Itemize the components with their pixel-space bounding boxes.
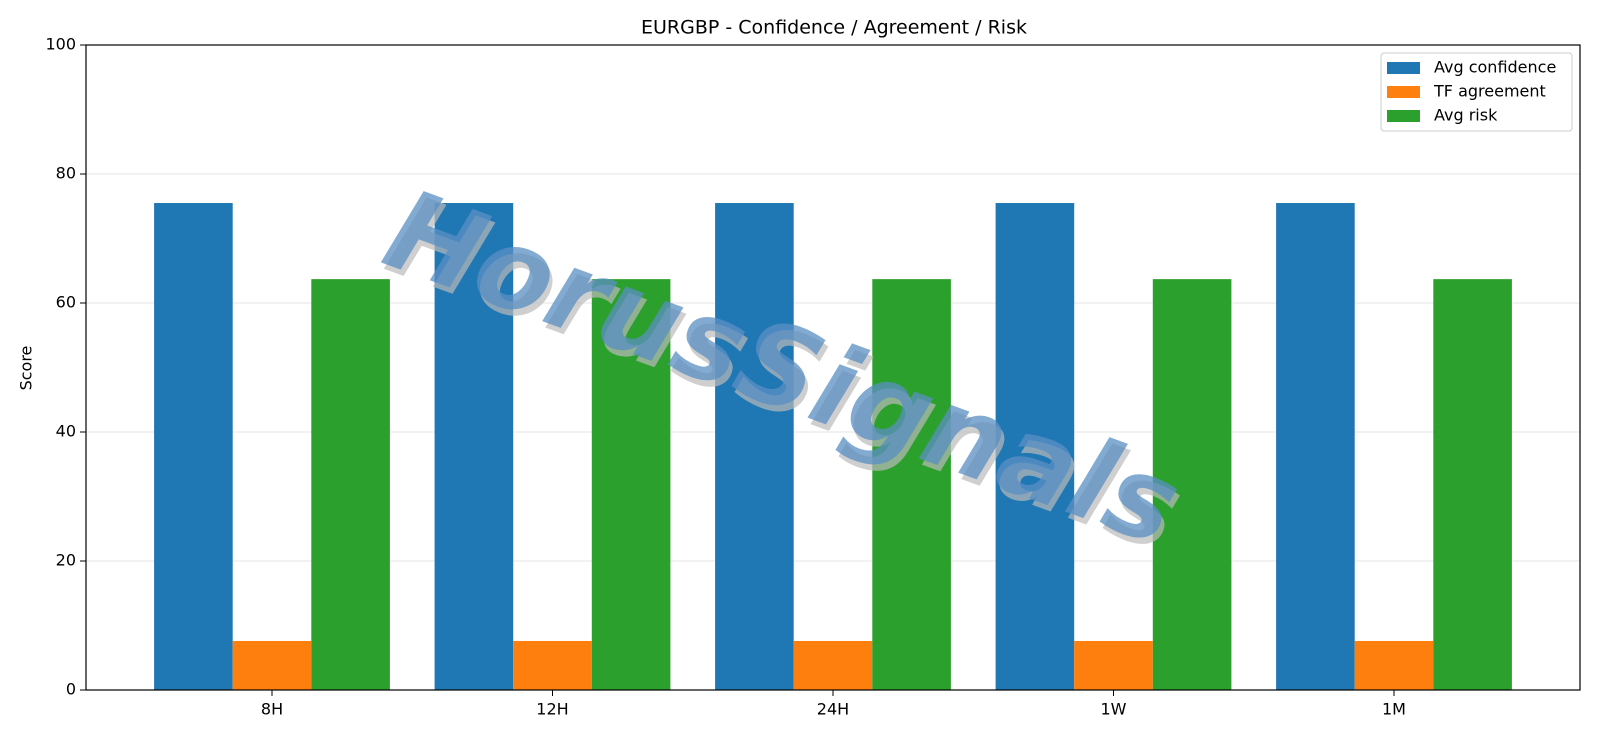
y-tick-label: 100 xyxy=(45,35,76,54)
y-tick-label: 60 xyxy=(56,293,76,312)
legend-box xyxy=(1380,52,1573,132)
bar xyxy=(715,203,794,690)
bar xyxy=(1354,640,1434,690)
bar xyxy=(591,279,671,690)
bar xyxy=(154,203,233,690)
y-axis-label: Score xyxy=(17,346,36,391)
x-tick-label: 8H xyxy=(261,700,283,719)
y-tick-label: 0 xyxy=(66,680,76,699)
bar xyxy=(1433,279,1512,690)
bar xyxy=(513,640,592,690)
legend-label: Avg confidence xyxy=(1434,58,1556,77)
legend-swatch xyxy=(1387,62,1420,74)
bar xyxy=(1276,203,1355,690)
bar xyxy=(311,279,390,690)
x-tick-label: 12H xyxy=(536,700,568,719)
bar xyxy=(872,279,951,690)
bar xyxy=(1152,279,1232,690)
y-tick-label: 80 xyxy=(56,164,76,183)
bar xyxy=(995,203,1075,690)
x-tick-label: 1M xyxy=(1382,700,1406,719)
legend-label: Avg risk xyxy=(1434,106,1498,125)
plot-frame xyxy=(85,44,1581,691)
legend-label: TF agreement xyxy=(1433,82,1546,101)
x-tick-label: 24H xyxy=(817,700,849,719)
bar xyxy=(793,640,873,690)
bar xyxy=(232,640,312,690)
legend-swatch xyxy=(1387,110,1420,122)
y-tick-label: 20 xyxy=(56,551,76,570)
bar xyxy=(434,203,514,690)
x-tick-label: 1W xyxy=(1101,700,1127,719)
y-tick-label: 40 xyxy=(56,422,76,441)
legend-swatch xyxy=(1387,86,1420,98)
bar xyxy=(1074,640,1153,690)
chart-title: EURGBP - Confidence / Agreement / Risk xyxy=(641,17,1027,39)
